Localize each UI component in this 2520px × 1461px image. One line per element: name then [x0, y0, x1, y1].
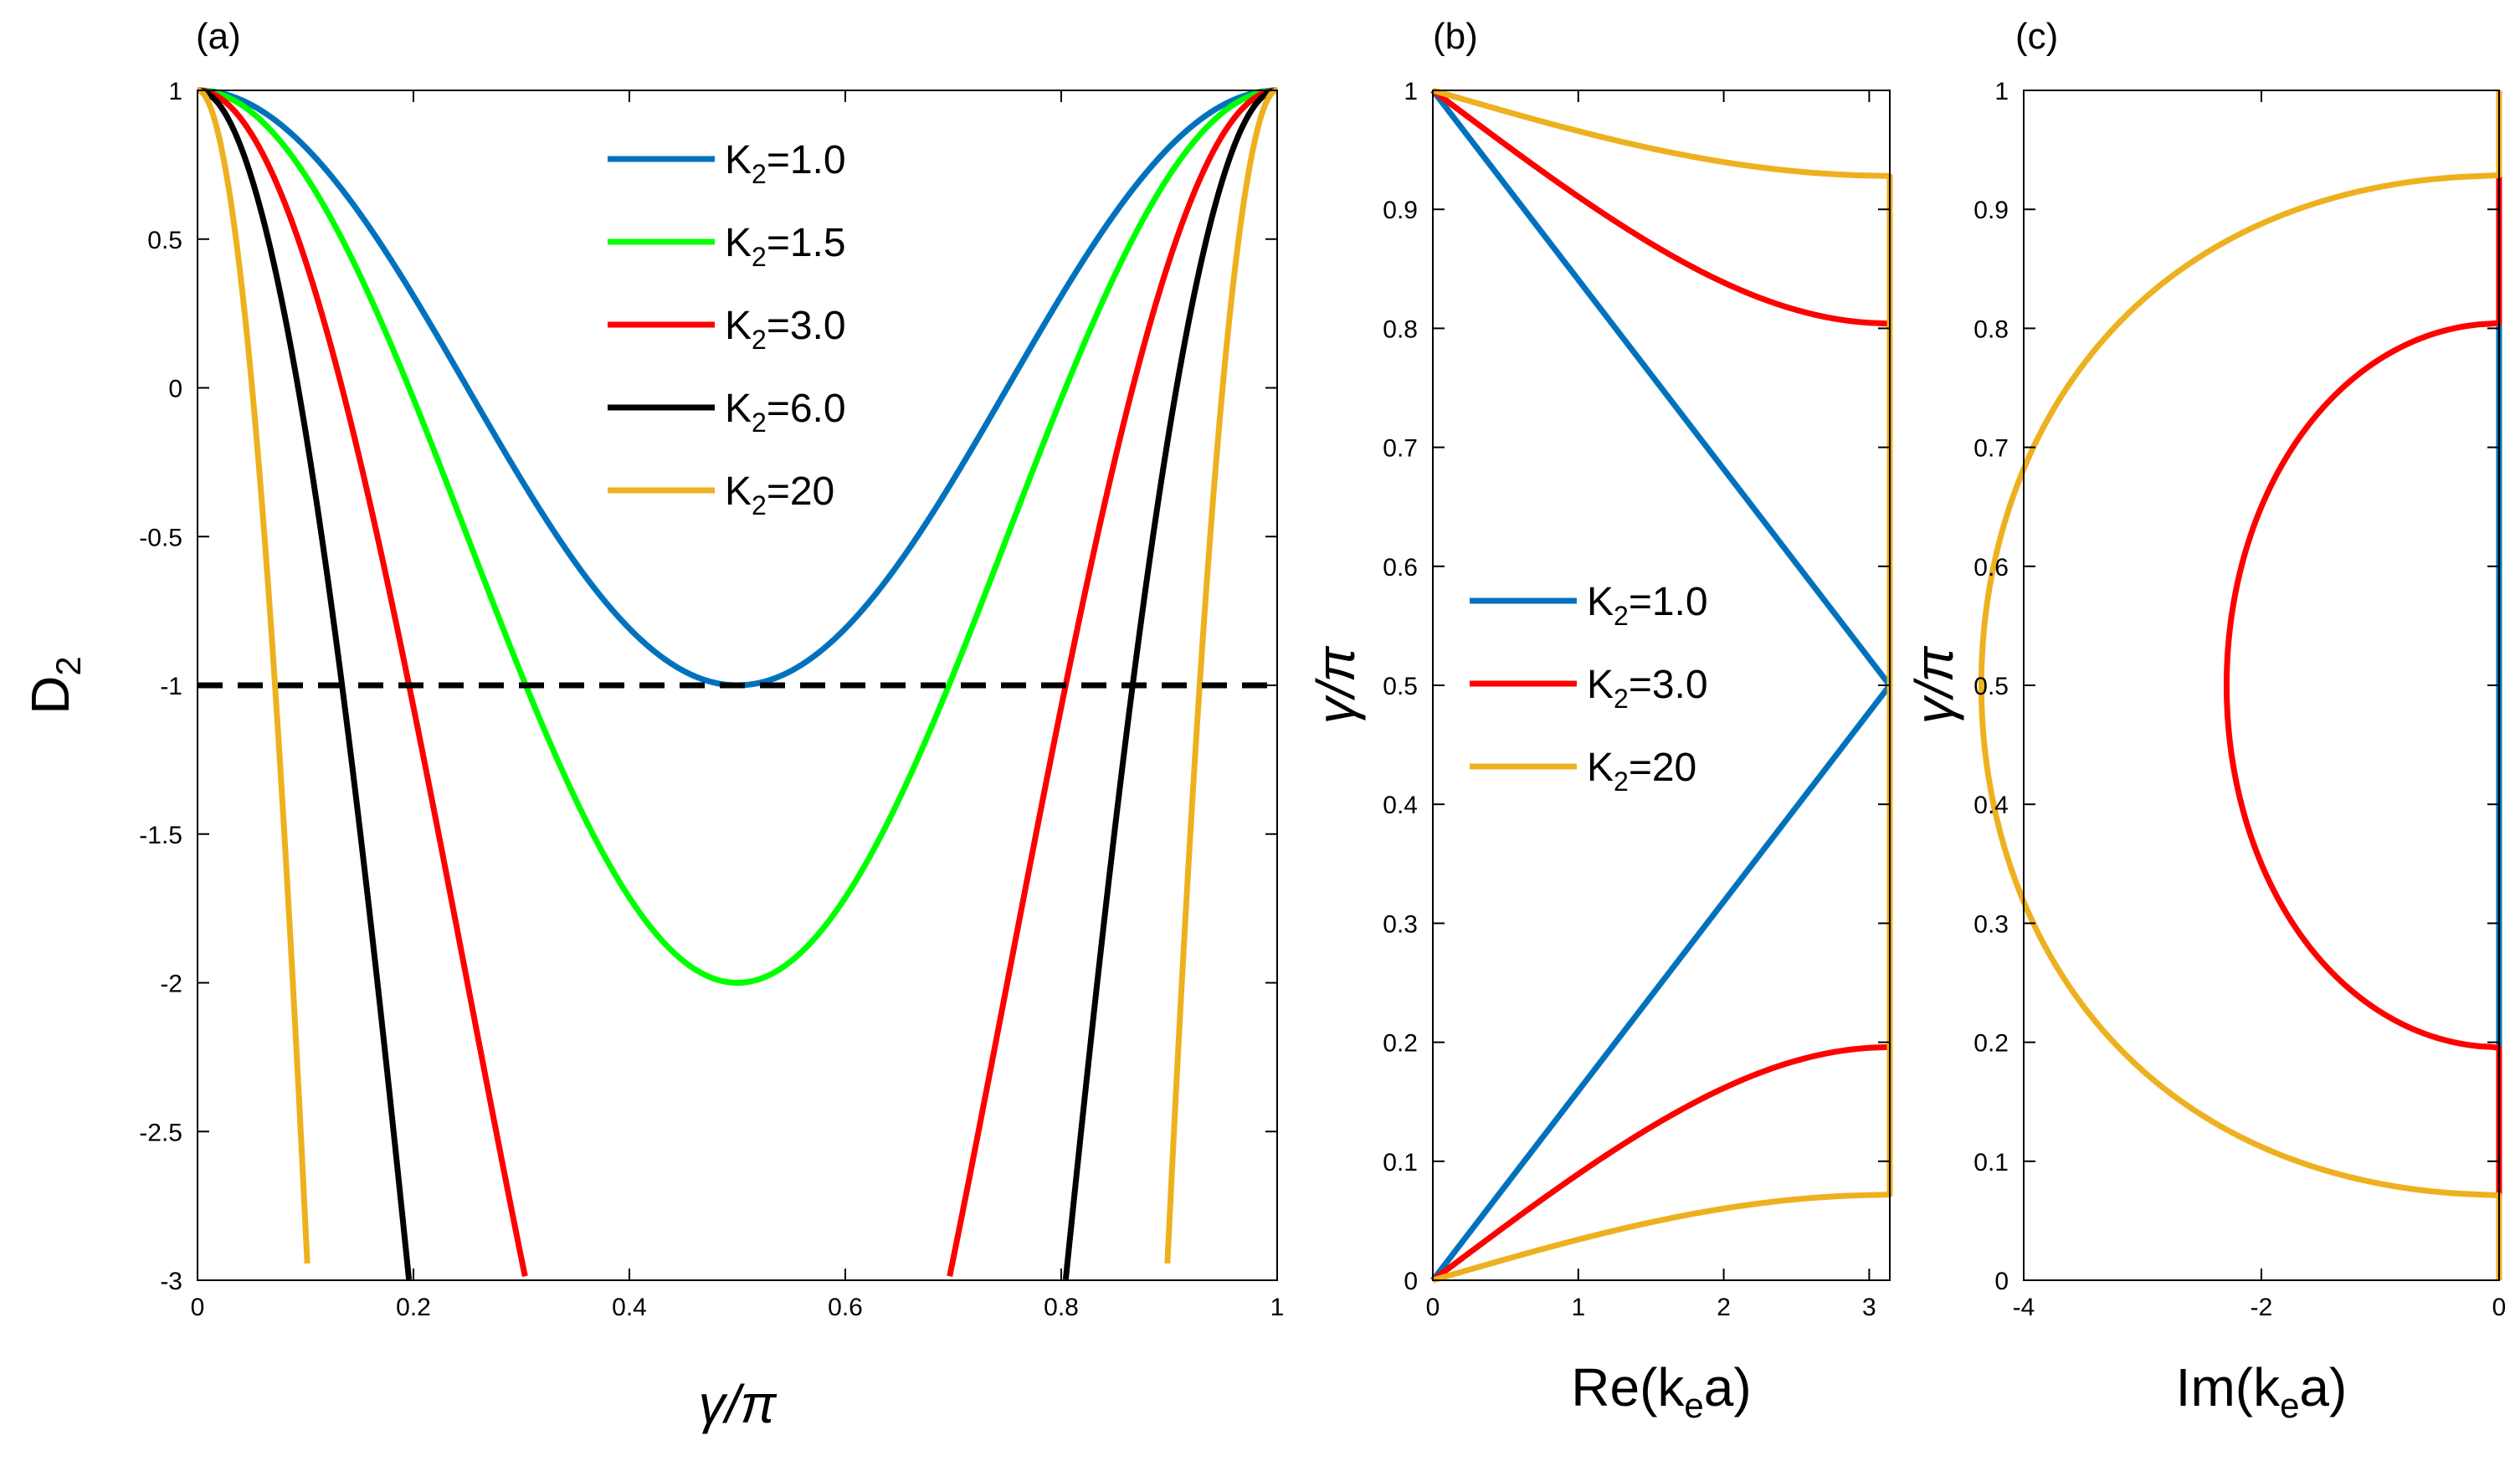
- y-tick-label: 0.7: [1973, 435, 2009, 463]
- series-line-K2=3.0: [947, 87, 1280, 1277]
- panel-c-y-axis-label: γ/π: [1904, 646, 1964, 725]
- legend-entry: K2=1.0: [608, 138, 846, 189]
- legend-entry: K2=6.0: [608, 387, 846, 438]
- panel-b-x-label-rest: a): [1704, 1357, 1752, 1417]
- series-line-K2=20: [1978, 88, 2502, 1283]
- series-line-K2=6.0: [195, 87, 413, 1280]
- legend-entry: K2=1.5: [608, 221, 846, 272]
- panel-b-x-label-main: Re(k: [1571, 1357, 1685, 1417]
- y-tick-label: 0.6: [1973, 554, 2009, 582]
- legend-entry: K2=3.0: [608, 304, 846, 355]
- panel-b-x-ticks: 0 1 2 3: [1426, 90, 1876, 1321]
- y-tick-label: 0.5: [1383, 673, 1418, 700]
- panel-a-legend: K2=1.0 K2=1.5 K2=3.0 K2=6.0 K2=20: [608, 138, 846, 520]
- y-tick-label: -0.5: [139, 524, 182, 551]
- panel-a-x-ticks: 0 0.2 0.4 0.6 0.8 1: [191, 90, 1285, 1321]
- legend-label: K2=1.5: [725, 221, 846, 272]
- y-tick-label: 0.2: [1973, 1030, 2009, 1058]
- legend-entry: K2=20: [1470, 746, 1696, 797]
- y-tick-label: 1: [1404, 78, 1418, 105]
- legend-label: K2=20: [725, 469, 834, 520]
- panel-a-y-axis-label: D2: [20, 656, 88, 715]
- x-tick-label: 1: [1270, 1294, 1285, 1321]
- y-tick-label: 0.9: [1973, 197, 2009, 224]
- panel-b-y-axis-label: γ/π: [1306, 646, 1366, 725]
- panel-b-x-axis-label: Re(kea): [1571, 1357, 1751, 1425]
- y-tick-label: 0: [168, 376, 182, 403]
- x-tick-label: 3: [1862, 1294, 1876, 1321]
- x-tick-label: 0.8: [1044, 1294, 1079, 1321]
- panel-c-plot-area: [2024, 90, 2499, 1280]
- y-tick-label: -1: [160, 673, 182, 700]
- x-tick-label: 0.4: [612, 1294, 647, 1321]
- panel-c-y-ticks: 0 0.1 0.2 0.3 0.4 0.5 0.6 0.7 0.8 0.9 1: [1973, 78, 2499, 1295]
- y-tick-label: 0.8: [1383, 315, 1418, 343]
- series-line-K2=1.5: [195, 87, 1280, 986]
- panel-b-y-ticks: 0 0.1 0.2 0.3 0.4 0.5 0.6 0.7 0.8 0.9 1: [1383, 78, 1890, 1295]
- y-tick-label: 0.6: [1383, 554, 1418, 582]
- y-tick-label: 0.2: [1383, 1030, 1418, 1058]
- y-tick-label: -2: [160, 971, 182, 998]
- y-tick-label: -1.5: [139, 822, 182, 849]
- y-tick-label: 0.1: [1973, 1149, 2009, 1176]
- legend-label: K2=1.0: [725, 138, 846, 189]
- panel-c-x-label-rest: a): [2299, 1357, 2347, 1417]
- series-line-K2=6.0: [1062, 87, 1280, 1280]
- y-tick-label: 0.3: [1973, 910, 2009, 938]
- y-tick-label: 0.1: [1383, 1149, 1418, 1176]
- panel-a-x-axis-label: γ/π: [699, 1374, 778, 1434]
- y-tick-label: 0.4: [1383, 792, 1418, 819]
- panel-c-x-ticks: -4 -2 0: [2013, 90, 2507, 1321]
- y-tick-label: 0: [1404, 1268, 1418, 1295]
- legend-entry: K2=1.0: [1470, 580, 1708, 631]
- y-tick-label: 0.5: [1973, 673, 2009, 700]
- y-tick-label: 0.9: [1383, 197, 1418, 224]
- x-tick-label: 2: [1717, 1294, 1731, 1321]
- y-tick-label: 0.3: [1383, 910, 1418, 938]
- y-tick-label: 0.7: [1383, 435, 1418, 463]
- panel-c-x-label-main: Im(k: [2176, 1357, 2281, 1417]
- panel-c-x-label-sub: e: [2280, 1386, 2299, 1425]
- series-line-K2=3.0: [195, 87, 528, 1277]
- panel-b-x-label-sub: e: [1684, 1386, 1703, 1425]
- legend-entry: K2=3.0: [1470, 663, 1708, 714]
- legend-label: K2=1.0: [1587, 580, 1708, 631]
- panel-a-label: (a): [196, 16, 241, 57]
- panel-b-legend: K2=1.0 K2=3.0 K2=20: [1470, 580, 1708, 797]
- panel-c: -4 -2 0 00.10.20.30.40.50.60.70.80.91 (c) …: [1904, 16, 2506, 1425]
- y-tick-label: 1: [1994, 78, 2009, 105]
- panel-b: 0 1 2 3 0 0.1 0.2 0.3 0.4 0.5 0.6 0.7 0.8 0.9 1 K2=1.…: [1306, 16, 1893, 1425]
- panel-a-y-label-main: D: [20, 676, 80, 715]
- y-tick-label: 0.4: [1973, 792, 2009, 819]
- panel-b-label: (b): [1433, 16, 1478, 57]
- panel-c-x-axis-label: Im(kea): [2176, 1357, 2348, 1425]
- x-tick-label: 0: [2492, 1294, 2507, 1321]
- y-tick-label: 0: [1994, 1268, 2009, 1295]
- y-tick-label: 1: [168, 78, 182, 105]
- x-tick-label: -2: [2251, 1294, 2273, 1321]
- legend-label: K2=6.0: [725, 387, 846, 438]
- x-tick-label: -4: [2013, 1294, 2035, 1321]
- legend-entry: K2=20: [608, 469, 834, 520]
- x-tick-label: 0: [1426, 1294, 1440, 1321]
- x-tick-label: 1: [1571, 1294, 1585, 1321]
- panel-c-label: (c): [2015, 16, 2058, 57]
- y-tick-label: 0.8: [1973, 315, 2009, 343]
- panel-a-y-label-sub: 2: [49, 656, 88, 675]
- y-tick-label: 0.5: [147, 227, 182, 254]
- x-tick-label: 0: [191, 1294, 205, 1321]
- series-line-K2=20: [1164, 87, 1280, 1264]
- series-line-K2=20: [195, 87, 311, 1264]
- legend-label: K2=20: [1587, 746, 1696, 797]
- y-tick-label: -3: [160, 1268, 182, 1295]
- panel-a-series: [195, 87, 1280, 1280]
- x-tick-label: 0.2: [396, 1294, 431, 1321]
- panel-a-y-ticks: -3 -2.5 -2 -1.5 -1 -0.5 0 0.5 1: [139, 78, 1277, 1295]
- y-tick-label: -2.5: [139, 1119, 182, 1146]
- panel-a: 0 0.2 0.4 0.6 0.8 1 -3 -2.5 -2 -1.5 -1 -0.5 0 0.5 1 K…: [20, 16, 1284, 1434]
- x-tick-label: 0.6: [828, 1294, 863, 1321]
- legend-label: K2=3.0: [725, 304, 846, 355]
- legend-label: K2=3.0: [1587, 663, 1708, 714]
